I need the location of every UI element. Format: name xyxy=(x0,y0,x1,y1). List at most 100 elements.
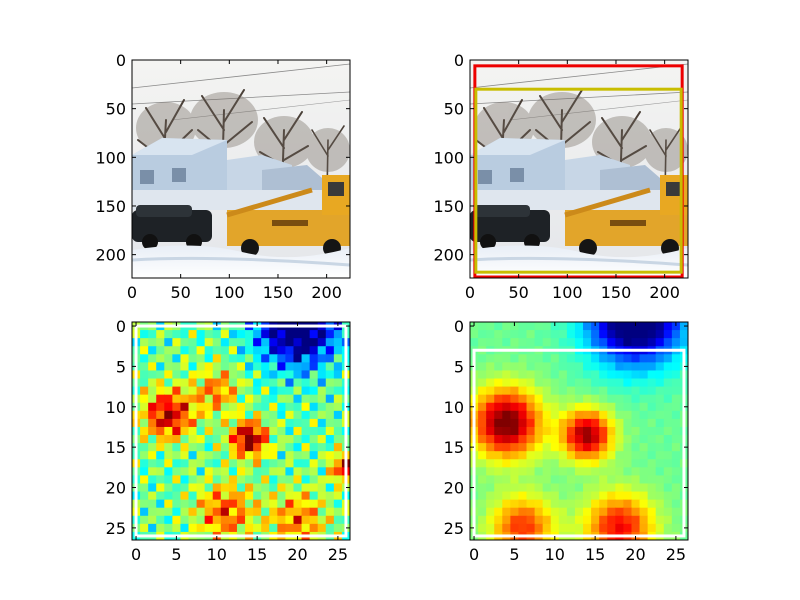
heatmap-cell xyxy=(164,354,173,363)
heatmap-cell xyxy=(574,354,584,363)
heatmap-cell xyxy=(261,483,270,493)
heatmap-cell xyxy=(309,426,319,436)
heatmap-cell xyxy=(647,467,657,477)
heatmap-cell xyxy=(277,451,287,460)
heatmap-cell xyxy=(599,394,608,404)
heatmap-cell xyxy=(494,322,503,331)
x-tick-label: 5 xyxy=(509,545,519,564)
heatmap-cell xyxy=(212,370,222,380)
heatmap-cell xyxy=(542,402,552,412)
heatmap-cell xyxy=(293,370,303,380)
heatmap-cell xyxy=(558,362,568,372)
photo-image xyxy=(470,60,688,278)
heatmap-cell xyxy=(558,322,568,331)
heatmap-cell xyxy=(220,370,230,380)
heatmap-cell xyxy=(204,443,214,452)
heatmap-cell xyxy=(494,394,503,404)
heatmap-cell xyxy=(494,507,503,517)
heatmap-cell xyxy=(261,362,270,372)
heatmap-cell xyxy=(623,378,633,388)
heatmap-cell xyxy=(558,443,568,452)
heatmap-cell xyxy=(663,443,673,452)
heatmap-cell xyxy=(478,402,487,412)
heatmap-cell xyxy=(164,378,173,388)
heatmap-cell xyxy=(574,475,584,485)
heatmap-cell xyxy=(188,386,198,396)
heatmap-cell xyxy=(164,451,173,460)
heatmap-cell xyxy=(253,330,262,339)
heatmap-cell xyxy=(301,378,311,388)
y-tick-label: 25 xyxy=(106,519,126,538)
heatmap-cell xyxy=(269,378,278,388)
heatmap-cell xyxy=(486,394,495,404)
heatmap-cell xyxy=(583,426,592,436)
heatmap-cell xyxy=(631,523,641,533)
heatmap-cell xyxy=(140,475,149,485)
heatmap-cell xyxy=(679,330,688,339)
heatmap-cell xyxy=(615,523,625,533)
heatmap-cell xyxy=(212,394,222,404)
heatmap-cell xyxy=(228,459,238,468)
heatmap-cell xyxy=(333,410,343,420)
heatmap-cell xyxy=(309,451,319,460)
heatmap-cell xyxy=(188,362,198,372)
heatmap-cell xyxy=(631,426,641,436)
heatmap-cell xyxy=(245,338,254,347)
heatmap-cell xyxy=(558,354,568,363)
heatmap-cell xyxy=(212,435,222,444)
heatmap-cell xyxy=(228,394,238,404)
heatmap-cell xyxy=(317,418,327,428)
x-tick-label: 25 xyxy=(666,545,686,564)
heatmap-cell xyxy=(607,515,616,525)
heatmap-cell xyxy=(228,338,238,347)
heatmap-cell xyxy=(156,426,165,436)
heatmap-cell xyxy=(180,459,190,468)
heatmap-cell xyxy=(639,467,649,477)
heatmap-cell xyxy=(558,410,568,420)
heatmap-cell xyxy=(261,467,270,477)
heatmap-cell xyxy=(639,410,649,420)
heatmap-cell xyxy=(196,426,206,436)
heatmap-cell xyxy=(566,523,576,533)
heatmap-cell xyxy=(655,515,665,525)
heatmap-cell xyxy=(639,338,649,347)
heatmap-cell xyxy=(623,410,633,420)
heatmap-cell xyxy=(574,338,584,347)
heatmap-cell xyxy=(518,467,528,477)
heatmap-cell xyxy=(140,483,149,493)
heatmap-cell xyxy=(631,402,641,412)
heatmap-cell xyxy=(566,386,576,396)
heatmap-cell xyxy=(655,362,665,372)
heatmap-cell xyxy=(607,467,616,477)
heatmap-cell xyxy=(285,338,295,347)
heatmap-cell xyxy=(615,475,625,485)
heatmap-cell xyxy=(196,451,206,460)
heatmap-cell xyxy=(671,459,681,468)
heatmap-cell xyxy=(574,491,584,501)
heatmap-cell xyxy=(164,426,173,436)
heatmap-cell xyxy=(671,338,681,347)
heatmap-cell xyxy=(245,394,254,404)
heatmap-cell xyxy=(196,370,206,380)
heatmap-cell xyxy=(607,362,616,372)
heatmap-cell xyxy=(269,435,278,444)
heatmap-cell xyxy=(526,475,536,485)
heatmap-cell xyxy=(663,515,673,525)
heatmap-cell xyxy=(542,467,552,477)
heatmap-cell xyxy=(269,394,278,404)
heatmap-cell xyxy=(188,394,198,404)
heatmap-cell xyxy=(518,451,528,460)
heatmap-cell xyxy=(526,523,536,533)
heatmap-cell xyxy=(333,418,343,428)
heatmap-cell xyxy=(558,330,568,339)
heatmap-cell xyxy=(245,378,254,388)
heatmap-cell xyxy=(261,459,270,468)
x-tick-label: 20 xyxy=(625,545,645,564)
heatmap-cell xyxy=(148,410,157,420)
heatmap-cell xyxy=(518,386,528,396)
heatmap-cell xyxy=(607,426,616,436)
heatmap-cell xyxy=(623,483,633,493)
heatmap-cell xyxy=(196,330,206,339)
heatmap-cell xyxy=(615,435,625,444)
heatmap-cell xyxy=(188,483,198,493)
